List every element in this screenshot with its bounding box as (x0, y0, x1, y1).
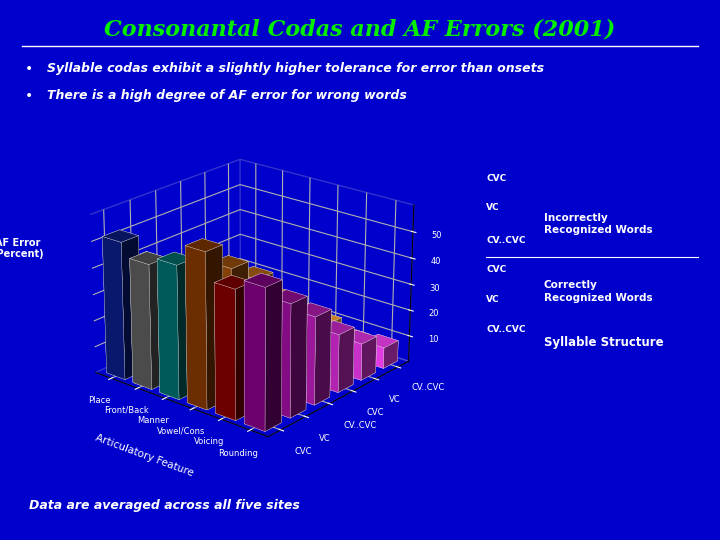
Text: Syllable Structure: Syllable Structure (544, 336, 663, 349)
Text: CVC: CVC (486, 266, 506, 274)
Text: Syllable codas exhibit a slightly higher tolerance for error than onsets: Syllable codas exhibit a slightly higher… (47, 62, 544, 75)
X-axis label: Articulatory Feature: Articulatory Feature (94, 433, 195, 478)
Text: VC: VC (486, 295, 500, 304)
Text: Incorrectly
Recognized Words: Incorrectly Recognized Words (544, 213, 652, 235)
Text: Data are averaged across all five sites: Data are averaged across all five sites (29, 500, 300, 512)
Text: •: • (25, 62, 33, 76)
Text: •: • (25, 89, 33, 103)
Text: CV..CVC: CV..CVC (486, 236, 526, 245)
Text: CVC: CVC (486, 174, 506, 183)
Text: Correctly
Recognized Words: Correctly Recognized Words (544, 280, 652, 303)
Text: There is a high degree of AF error for wrong words: There is a high degree of AF error for w… (47, 89, 407, 102)
Text: AF Error
(Percent): AF Error (Percent) (0, 238, 44, 259)
Text: VC: VC (486, 204, 500, 212)
Text: Consonantal Codas and AF Errors (2001): Consonantal Codas and AF Errors (2001) (104, 19, 616, 41)
Text: CV..CVC: CV..CVC (486, 325, 526, 334)
